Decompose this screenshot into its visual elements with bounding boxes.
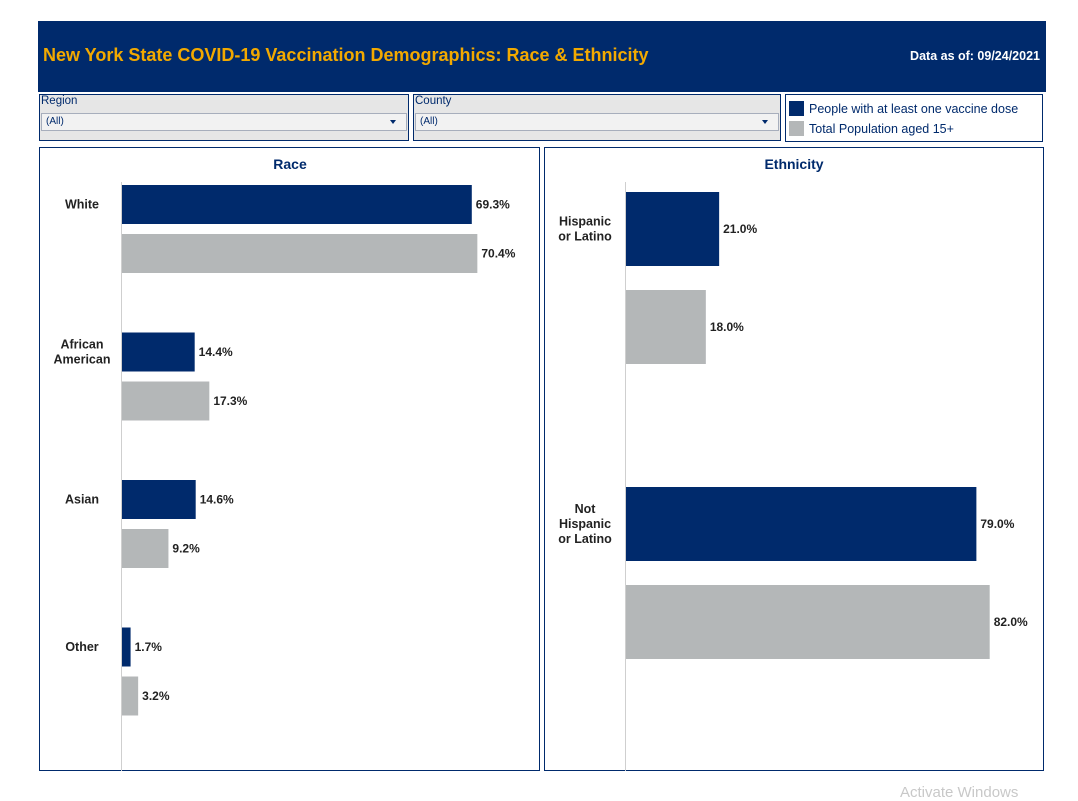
bar-other-population [122, 676, 139, 716]
data-label-hispanic-or-latino-population: 18.0% [710, 320, 744, 334]
region-filter-label: Region [41, 95, 78, 107]
data-label-white-vaccinated: 69.3% [476, 198, 510, 212]
county-filter: County (All) [413, 94, 781, 141]
data-label-african-american-vaccinated: 14.4% [199, 345, 233, 359]
ethnicity-bar-chart: Ethnicity 21.0% 18.0% Hispanic or Latino 79.0… [558, 156, 1028, 771]
data-label-hispanic-or-latino-vaccinated: 21.0% [723, 222, 757, 236]
category-label-hispanic-or-latino: Hispanic or Latino [558, 215, 612, 244]
bar-white-vaccinated [122, 185, 472, 224]
category-label-asian: Asian [65, 493, 99, 507]
data-label-other-population: 3.2% [142, 689, 170, 703]
region-dropdown[interactable]: (All) [41, 113, 407, 131]
bar-hispanic-or-latino-population [626, 290, 706, 364]
bar-other-vaccinated [122, 627, 131, 667]
bar-african-american-vaccinated [122, 332, 195, 372]
bar-not-hispanic-or-latino-population [626, 585, 990, 659]
category-label-not-hispanic-or-latino: Not Hispanic or Latino [558, 502, 612, 546]
data-label-white-population: 70.4% [481, 247, 515, 261]
activate-windows-watermark: Activate Windows [900, 784, 1019, 801]
legend-label-population: Total Population aged 15+ [809, 122, 954, 136]
dashboard-title: New York State COVID-19 Vaccination Demo… [43, 45, 649, 65]
county-dropdown-value: (All) [420, 116, 438, 127]
chevron-down-icon [762, 120, 768, 124]
bar-hispanic-or-latino-vaccinated [626, 192, 720, 266]
race-bar-chart: Race 69.3% 70.4% White 14.4% 17.3% African Amer… [54, 156, 516, 771]
chart-legend: People with at least one vaccine dose To… [785, 94, 1043, 142]
data-label-asian-vaccinated: 14.6% [200, 493, 234, 507]
data-label-not-hispanic-or-latino-vaccinated: 79.0% [980, 517, 1014, 531]
data-date: Data as of: 09/24/2021 [910, 49, 1040, 63]
bar-white-population [122, 234, 478, 273]
data-label-other-vaccinated: 1.7% [135, 640, 163, 654]
race-chart-panel: Race 69.3% 70.4% White 14.4% 17.3% African Amer… [39, 147, 540, 771]
region-filter: Region (All) [39, 94, 409, 141]
ethnicity-chart-panel: Ethnicity 21.0% 18.0% Hispanic or Latino 79.0… [544, 147, 1044, 771]
bar-asian-vaccinated [122, 480, 196, 519]
category-label-white: White [65, 198, 99, 212]
county-dropdown[interactable]: (All) [415, 113, 779, 131]
region-dropdown-value: (All) [46, 116, 64, 127]
bar-not-hispanic-or-latino-vaccinated [626, 487, 977, 561]
category-label-other: Other [65, 640, 98, 654]
bar-african-american-population [122, 381, 210, 421]
chevron-down-icon [390, 120, 396, 124]
category-label-african-american: African American [54, 338, 111, 367]
dashboard-header: New York State COVID-19 Vaccination Demo… [38, 21, 1046, 92]
data-label-asian-population: 9.2% [172, 542, 200, 556]
chart-title: Race [273, 156, 307, 172]
county-filter-label: County [415, 95, 452, 107]
legend-swatch-vaccinated [789, 101, 804, 116]
chart-title: Ethnicity [764, 156, 823, 172]
data-label-african-american-population: 17.3% [213, 394, 247, 408]
legend-label-vaccinated: People with at least one vaccine dose [809, 102, 1019, 116]
data-label-not-hispanic-or-latino-population: 82.0% [994, 615, 1028, 629]
bar-asian-population [122, 529, 169, 568]
legend-swatch-population [789, 121, 804, 136]
